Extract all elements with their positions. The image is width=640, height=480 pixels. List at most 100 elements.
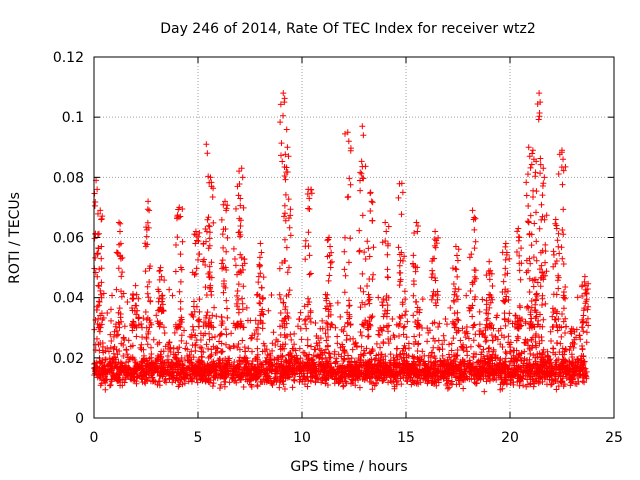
data-point (146, 355, 153, 362)
data-point (538, 201, 545, 208)
data-point (202, 262, 209, 269)
data-point (398, 369, 405, 376)
data-point (322, 330, 329, 337)
data-point (233, 321, 240, 328)
data-point (372, 355, 379, 362)
data-point (410, 312, 417, 319)
data-point (281, 386, 288, 393)
data-point (238, 377, 245, 384)
data-point (569, 354, 576, 361)
data-point (517, 304, 524, 311)
data-point (579, 319, 586, 326)
data-point (236, 181, 243, 188)
data-point (235, 281, 242, 288)
data-point (307, 319, 314, 326)
data-point (525, 370, 532, 377)
data-point (472, 293, 479, 300)
data-point (578, 283, 585, 290)
data-point (260, 340, 267, 347)
data-point (560, 318, 567, 325)
data-point (523, 383, 530, 390)
data-point (464, 330, 471, 337)
data-point (526, 356, 533, 363)
data-point (483, 310, 490, 317)
data-point (97, 207, 104, 214)
data-point (284, 144, 291, 151)
data-point (476, 328, 483, 335)
data-point (451, 310, 458, 317)
data-point (309, 357, 316, 364)
data-point (279, 158, 286, 165)
data-point (541, 359, 548, 366)
data-point (422, 377, 429, 384)
data-point (144, 290, 151, 297)
data-point (539, 213, 546, 220)
data-point (223, 305, 230, 312)
data-point (204, 150, 211, 157)
data-point (560, 206, 567, 213)
data-point (142, 268, 149, 275)
data-point (413, 323, 420, 330)
data-point (95, 282, 102, 289)
data-point (474, 375, 481, 382)
data-point (177, 213, 184, 220)
data-point (156, 268, 163, 275)
data-point (365, 324, 372, 331)
data-point (217, 331, 224, 338)
data-point (114, 363, 121, 370)
data-point (528, 337, 535, 344)
data-point (250, 375, 257, 382)
data-point (346, 297, 353, 304)
data-point (515, 233, 522, 240)
data-point (334, 333, 341, 340)
data-point (511, 354, 518, 361)
data-point (114, 378, 121, 385)
data-point (246, 376, 253, 383)
data-point (416, 362, 423, 369)
data-point (128, 376, 135, 383)
data-point (223, 266, 230, 273)
data-point (145, 198, 152, 205)
data-point (208, 288, 215, 295)
data-point (413, 372, 420, 379)
data-point (213, 361, 220, 368)
data-point (522, 318, 529, 325)
data-point (357, 169, 364, 176)
data-point (472, 371, 479, 378)
data-point (279, 353, 286, 360)
data-point (99, 366, 106, 373)
data-point (96, 358, 103, 365)
data-point (308, 343, 315, 350)
data-point (374, 366, 381, 373)
data-point (484, 352, 491, 359)
data-point (548, 368, 555, 375)
data-point (514, 333, 521, 340)
data-point (583, 375, 590, 382)
data-point (118, 340, 125, 347)
data-point (107, 331, 114, 338)
data-point (456, 373, 463, 380)
data-point (539, 323, 546, 330)
data-point (367, 350, 374, 357)
data-point (542, 241, 549, 248)
data-point (552, 369, 559, 376)
data-point (385, 294, 392, 301)
data-point (146, 265, 153, 272)
data-point (249, 348, 256, 355)
data-point (240, 369, 247, 376)
data-point (191, 271, 198, 278)
data-point (553, 321, 560, 328)
data-point (529, 342, 536, 349)
data-point (179, 206, 186, 213)
data-point (524, 303, 531, 310)
data-point (346, 302, 353, 309)
data-point (265, 307, 272, 314)
data-point (545, 363, 552, 370)
y-tick-label: 0.02 (53, 351, 84, 367)
data-point (569, 361, 576, 368)
data-point (462, 376, 469, 383)
data-point (341, 248, 348, 255)
data-point (542, 300, 549, 307)
data-point (414, 264, 421, 271)
data-point (379, 239, 386, 246)
